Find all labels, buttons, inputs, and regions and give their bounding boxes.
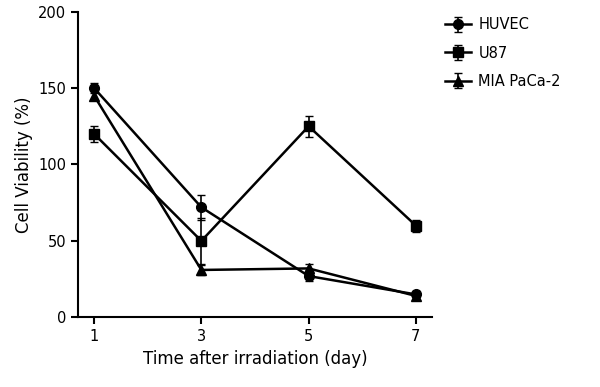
- X-axis label: Time after irradiation (day): Time after irradiation (day): [143, 350, 367, 368]
- Y-axis label: Cell Viability (%): Cell Viability (%): [14, 96, 32, 233]
- Legend: HUVEC, U87, MIA PaCa-2: HUVEC, U87, MIA PaCa-2: [439, 12, 567, 94]
